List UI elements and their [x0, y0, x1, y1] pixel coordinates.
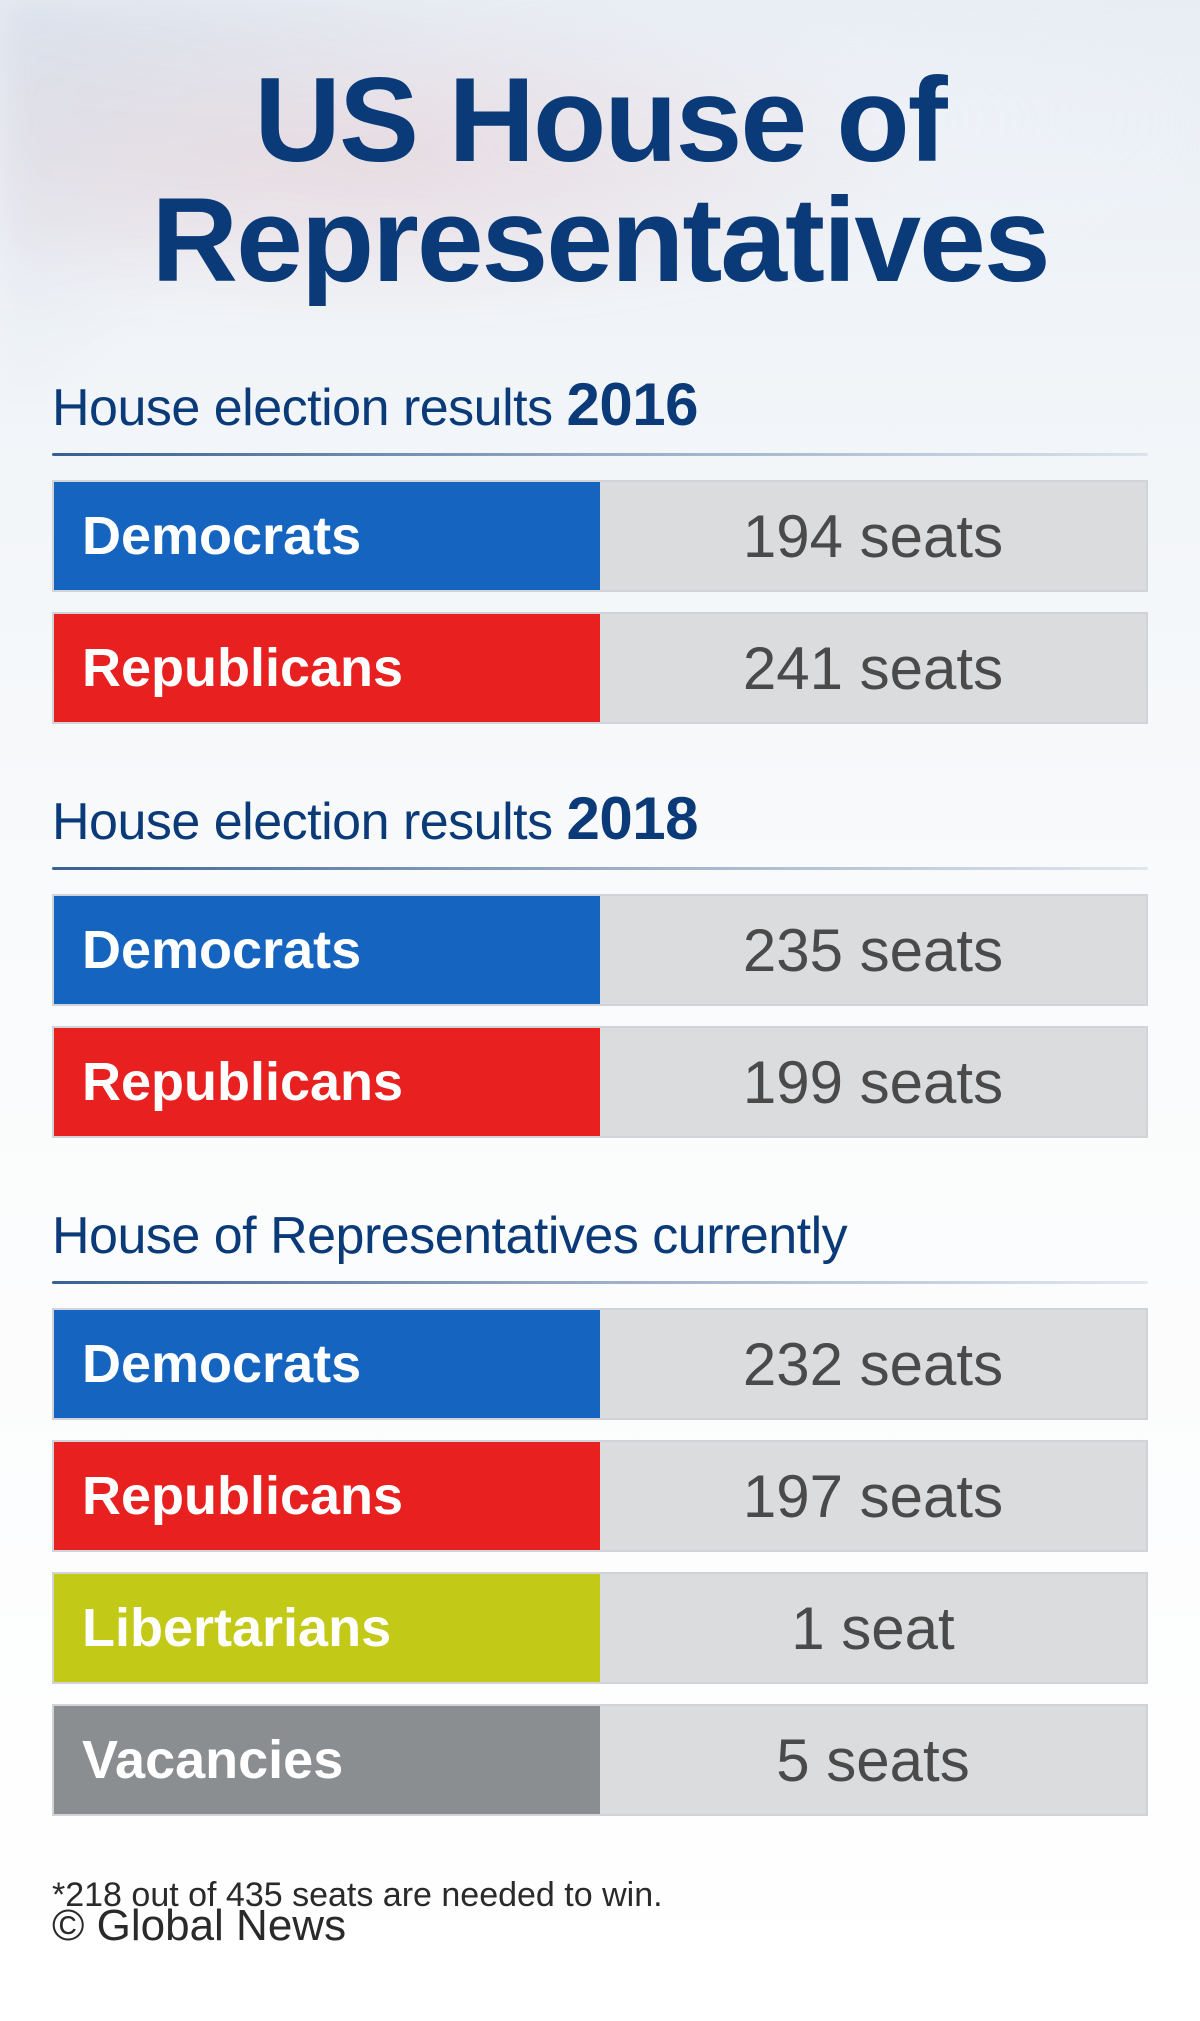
seats-value: 241 seats	[600, 614, 1146, 722]
party-label-republicans: Republicans	[54, 614, 600, 722]
main-title: US House of Representatives	[52, 60, 1148, 300]
section-title-prefix: House election results	[52, 793, 567, 851]
party-label-democrats: Democrats	[54, 1310, 600, 1418]
seats-value: 5 seats	[600, 1706, 1146, 1814]
section-2018: House election results 2018 Democrats 23…	[52, 784, 1148, 1138]
divider	[52, 453, 1148, 456]
result-row: Vacancies 5 seats	[52, 1704, 1148, 1816]
section-2016: House election results 2016 Democrats 19…	[52, 370, 1148, 724]
seats-value: 197 seats	[600, 1442, 1146, 1550]
seats-value: 194 seats	[600, 482, 1146, 590]
section-year: 2016	[567, 371, 698, 438]
section-title-2018: House election results 2018	[52, 784, 1148, 853]
result-row: Republicans 197 seats	[52, 1440, 1148, 1552]
divider	[52, 1281, 1148, 1284]
result-row: Republicans 241 seats	[52, 612, 1148, 724]
divider	[52, 867, 1148, 870]
section-current: House of Representatives currently Democ…	[52, 1198, 1148, 1816]
party-label-libertarians: Libertarians	[54, 1574, 600, 1682]
party-label-democrats: Democrats	[54, 482, 600, 590]
party-label-democrats: Democrats	[54, 896, 600, 1004]
section-title-current: House of Representatives currently	[52, 1198, 1148, 1267]
section-title-2016: House election results 2016	[52, 370, 1148, 439]
party-label-republicans: Republicans	[54, 1442, 600, 1550]
seats-value: 199 seats	[600, 1028, 1146, 1136]
result-row: Republicans 199 seats	[52, 1026, 1148, 1138]
result-row: Democrats 235 seats	[52, 894, 1148, 1006]
seats-value: 1 seat	[600, 1574, 1146, 1682]
section-year: 2018	[567, 785, 698, 852]
section-title-prefix: House election results	[52, 379, 567, 437]
copyright: © Global News	[52, 1901, 346, 1951]
seats-value: 232 seats	[600, 1310, 1146, 1418]
infographic-container: US House of Representatives House electi…	[0, 0, 1200, 1955]
result-row: Democrats 194 seats	[52, 480, 1148, 592]
result-row: Libertarians 1 seat	[52, 1572, 1148, 1684]
seats-value: 235 seats	[600, 896, 1146, 1004]
party-label-vacancies: Vacancies	[54, 1706, 600, 1814]
party-label-republicans: Republicans	[54, 1028, 600, 1136]
section-title-prefix: House of Representatives currently	[52, 1207, 847, 1265]
result-row: Democrats 232 seats	[52, 1308, 1148, 1420]
